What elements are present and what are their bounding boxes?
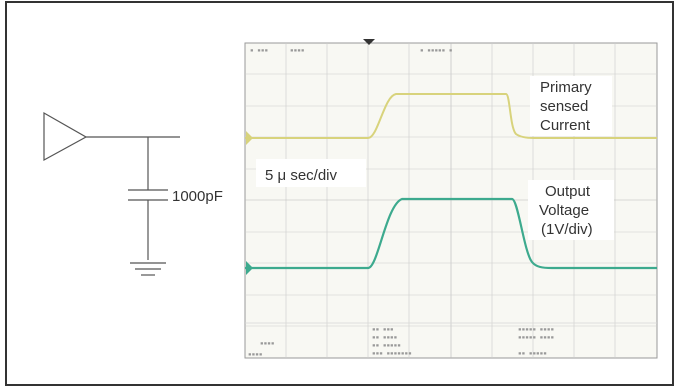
svg-text:▪▪▪▪▪ ▪▪▪▪: ▪▪▪▪▪ ▪▪▪▪ bbox=[518, 326, 554, 333]
ch1-ground-marker bbox=[246, 131, 253, 145]
ch2-ground-marker bbox=[246, 261, 253, 275]
svg-text:▪▪ ▪▪▪▪▪: ▪▪ ▪▪▪▪▪ bbox=[372, 342, 401, 349]
svg-text:▪▪▪▪: ▪▪▪▪ bbox=[260, 340, 274, 347]
primary-current-trace bbox=[245, 93, 657, 139]
timebase-label-bg bbox=[256, 159, 366, 187]
svg-text:▪▪▪▪: ▪▪▪▪ bbox=[290, 47, 304, 54]
svg-text:▪▪▪▪▪ ▪▪▪▪: ▪▪▪▪▪ ▪▪▪▪ bbox=[518, 334, 554, 341]
svg-text:▪▪▪ ▪▪▪▪▪▪▪: ▪▪▪ ▪▪▪▪▪▪▪ bbox=[372, 350, 412, 357]
svg-text:▪ ▪▪▪: ▪ ▪▪▪ bbox=[250, 47, 268, 54]
timebase-label: 5 μ sec/div bbox=[265, 167, 338, 184]
svg-text:▪▪ ▪▪▪▪: ▪▪ ▪▪▪▪ bbox=[372, 334, 397, 341]
svg-text:▪▪ ▪▪▪▪▪: ▪▪ ▪▪▪▪▪ bbox=[518, 350, 547, 357]
trigger-marker bbox=[363, 39, 375, 45]
svg-text:▪ ▪▪▪▪▪ ▪: ▪ ▪▪▪▪▪ ▪ bbox=[420, 47, 453, 54]
ground-icon bbox=[130, 262, 166, 276]
voltage-label: Output Voltage (1V/div) bbox=[539, 183, 594, 238]
svg-text:▪▪▪▪: ▪▪▪▪ bbox=[248, 351, 262, 358]
scope-readout-text: ▪ ▪▪▪ ▪▪▪▪ ▪ ▪▪▪▪▪ ▪ ▪▪ ▪▪▪ ▪▪ ▪▪▪▪ ▪▪ ▪… bbox=[248, 47, 554, 358]
buffer-amplifier-icon bbox=[43, 111, 88, 162]
current-label-bg bbox=[530, 76, 612, 136]
output-voltage-trace bbox=[245, 197, 657, 270]
current-label: Primary sensed Current bbox=[540, 79, 596, 134]
svg-text:▪▪ ▪▪▪: ▪▪ ▪▪▪ bbox=[372, 326, 394, 333]
capacitor-label: 1000pF bbox=[172, 188, 223, 205]
voltage-label-bg bbox=[528, 180, 614, 240]
circuit-schematic bbox=[43, 111, 180, 276]
